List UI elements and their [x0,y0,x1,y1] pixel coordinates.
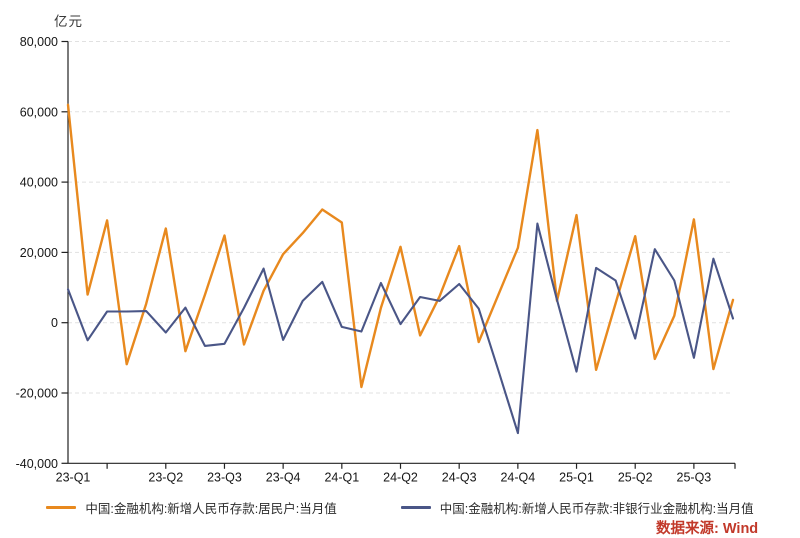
chart-legend: 中国:金融机构:新增人民币存款:居民户:当月值 中国:金融机构:新增人民币存款:… [0,498,800,517]
x-tick-label: 23-Q1 [56,470,91,484]
data-source-watermark: 数据来源: Wind [656,521,759,537]
x-tick-label: 23-Q2 [148,470,183,484]
x-tick-label: 25-Q3 [677,470,712,484]
x-axis: 23-Q1 23-Q2 23-Q3 23-Q4 24-Q1 24-Q2 24-Q3 24-Q4… [56,462,736,484]
nonbank-series-line [66,222,735,435]
legend-item-household[interactable]: 中国:金融机构:新增人民币存款:居民户:当月值 [46,498,337,517]
deposit-line-chart: 80,00060,00040,00020,0000-20,000-40,0002… [16,35,736,484]
legend-label-nonbank: 中国:金融机构:新增人民币存款:非银行业金融机构:当月值 [439,502,754,516]
x-tick-label: 24-Q4 [500,470,535,484]
y-tick-label: 40,000 [20,176,58,190]
chart-container: 80,000 60,000 40,000 20,000 0 -20,000 -40,000 2… [0,14,800,537]
y-tick-label: -40,000 [16,457,58,471]
household-series-swatch [46,506,77,509]
x-tick-label: 24-Q3 [442,470,477,484]
x-tick-label: 24-Q1 [324,470,359,484]
y-tick-label: 20,000 [20,246,58,260]
x-tick-label: 25-Q1 [559,470,594,484]
y-tick-label: -20,000 [16,387,58,401]
x-tick-label: 25-Q2 [618,470,653,484]
y-axis-unit-label: 亿元 [54,14,83,29]
legend-item-nonbank[interactable]: 中国:金融机构:新增人民币存款:非银行业金融机构:当月值 [400,498,754,517]
household-series-line [66,103,735,389]
y-axis: 80,000 60,000 40,000 20,000 0 -20,000 -40,000 [16,35,69,471]
y-tick-label: 0 [51,316,58,330]
y-tick-label: 60,000 [20,105,58,119]
x-tick-label: 23-Q4 [266,470,301,484]
nonbank-series-swatch [400,506,431,509]
x-tick-label: 24-Q2 [383,470,418,484]
x-tick-label: 23-Q3 [207,470,242,484]
gridlines [68,41,732,394]
legend-label-household: 中国:金融机构:新增人民币存款:居民户:当月值 [85,502,337,516]
y-tick-label: 80,000 [20,35,58,49]
